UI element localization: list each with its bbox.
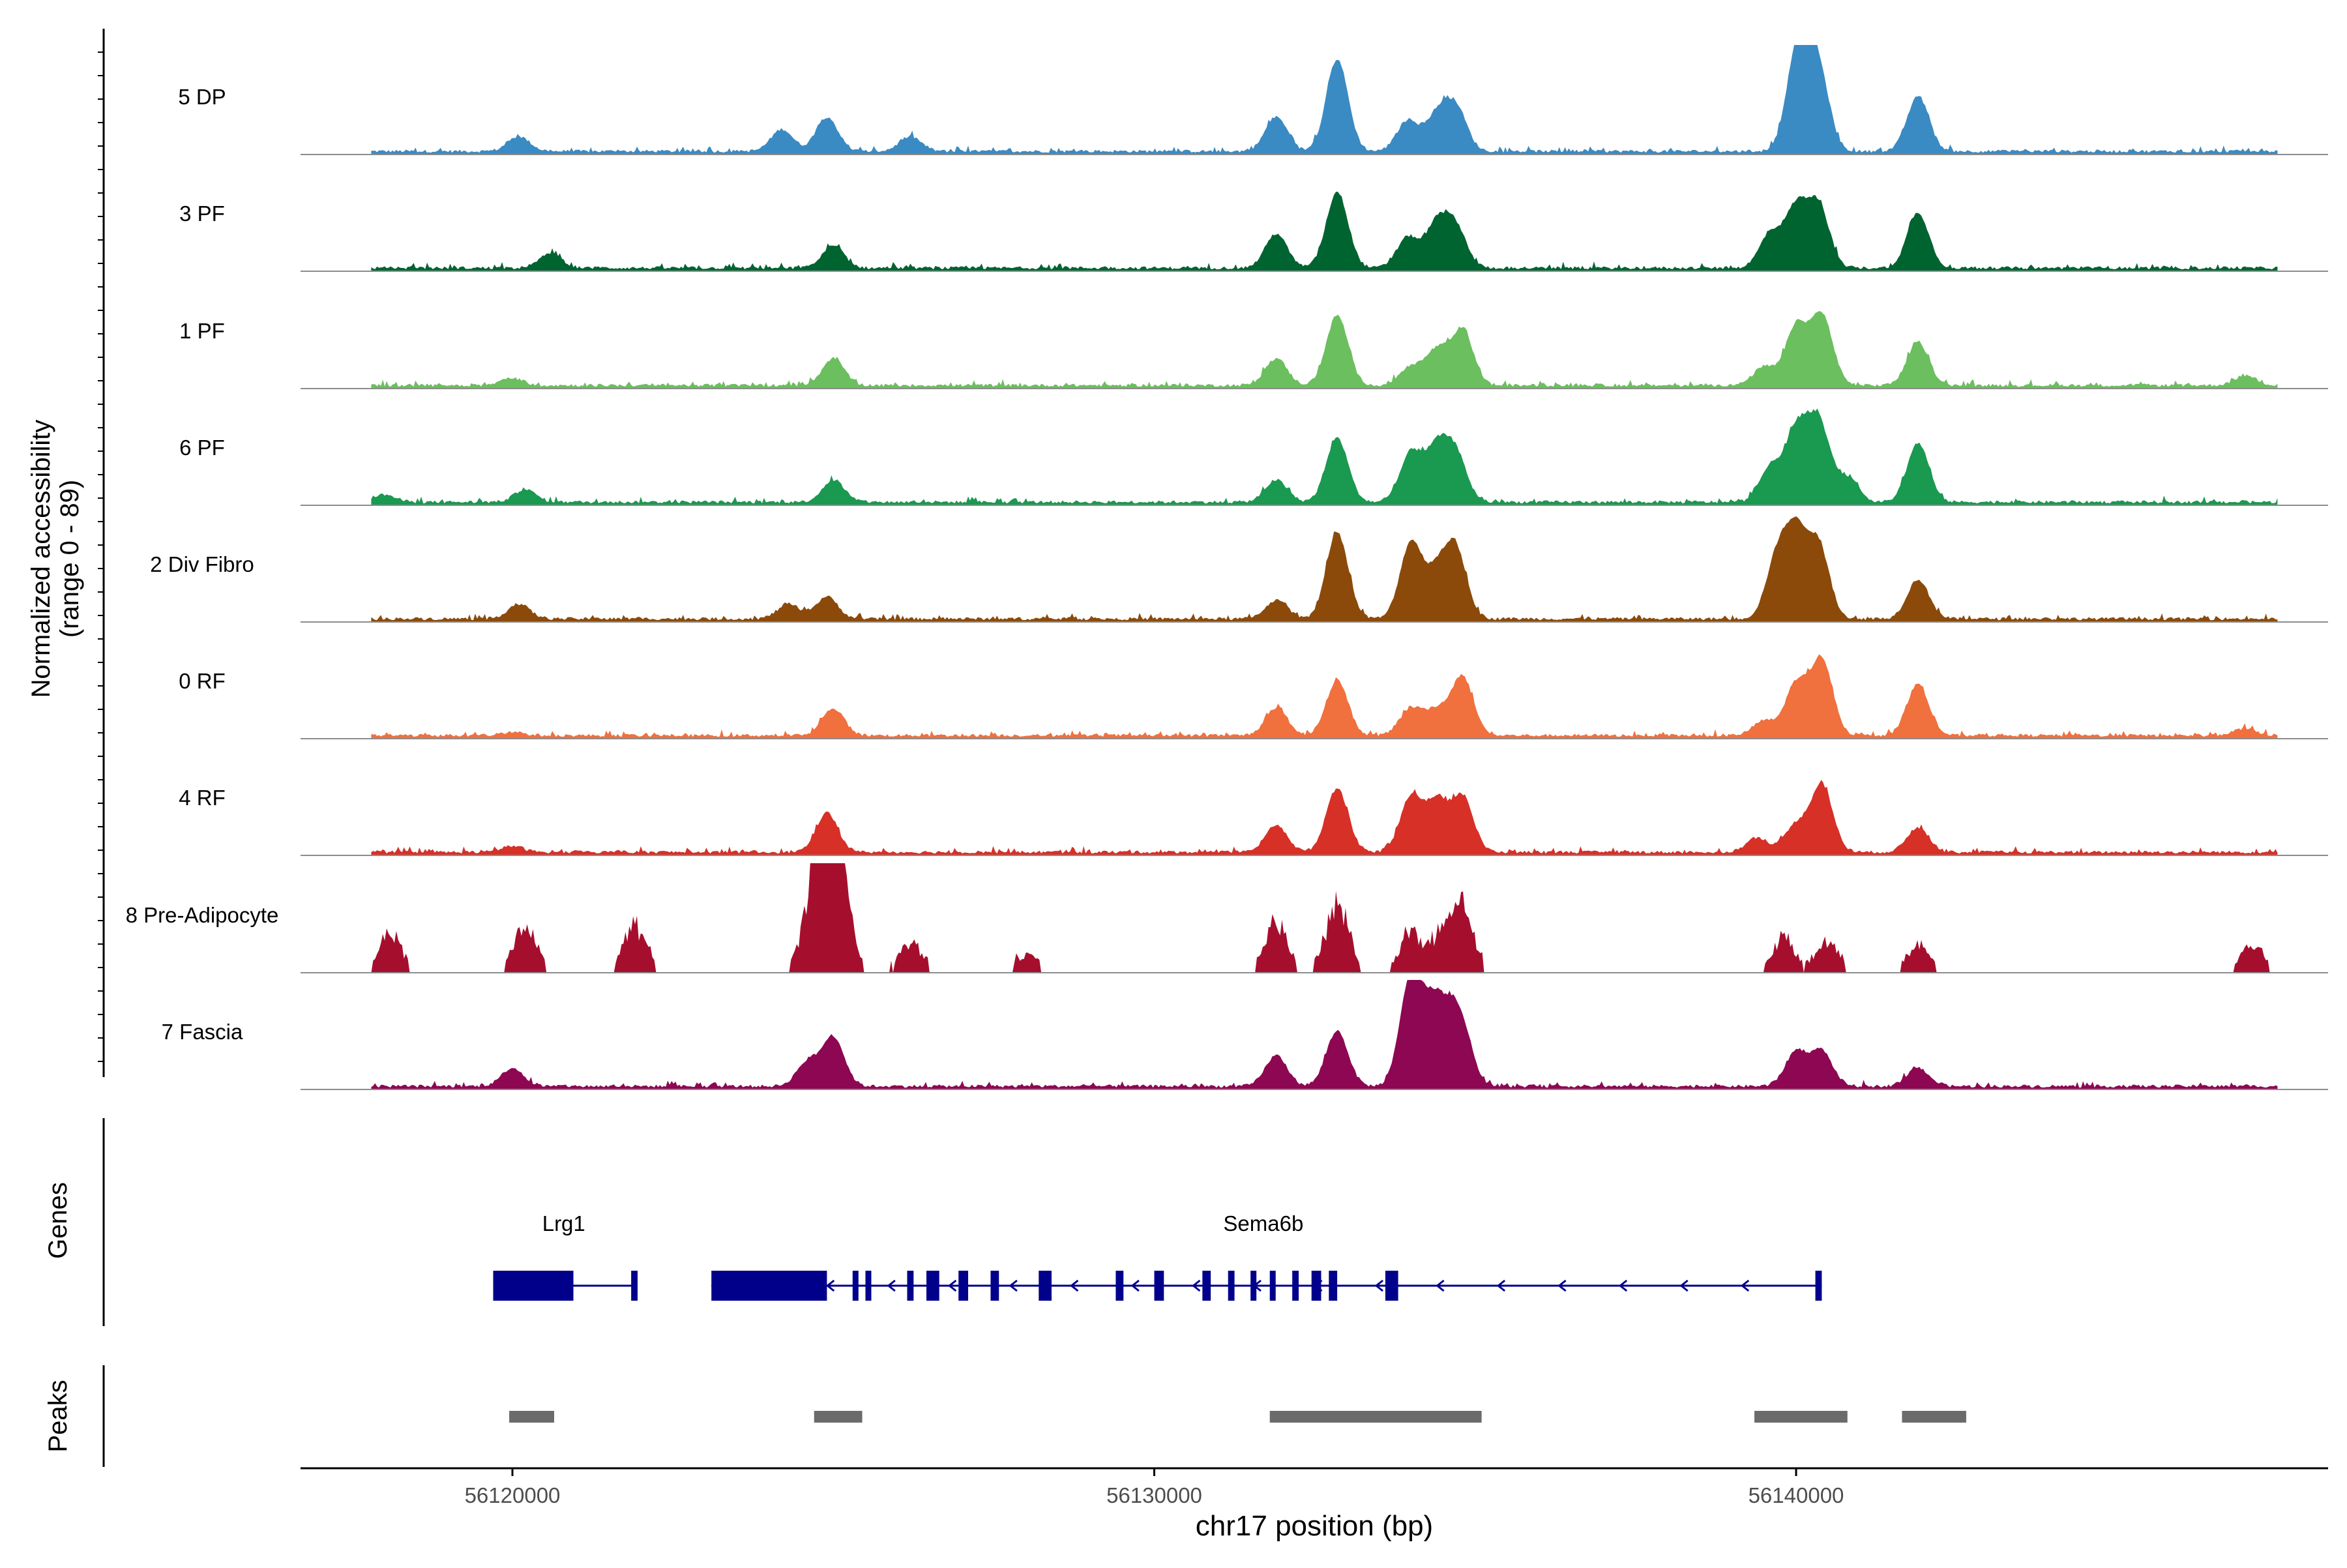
gene-exon [990,1271,999,1301]
strand-arrow [887,1279,896,1292]
genes-panel-label: Genes [44,1182,72,1259]
track-label: 5 DP [178,85,226,109]
gene-name-label: Sema6b [1223,1211,1303,1235]
track-label: 7 Fascia [162,1020,243,1044]
peak-bar [1902,1411,1966,1423]
gene-exon [1385,1271,1398,1301]
gene-exon [1269,1271,1276,1301]
strand-arrow [1740,1279,1750,1292]
coverage-area [371,780,2278,855]
gene-exon [1250,1271,1257,1301]
track-label: 8 Pre-Adipocyte [126,903,279,927]
x-axis-title: chr17 position (bp) [1196,1510,1433,1542]
peaks-panel-label: Peaks [44,1380,72,1452]
strand-arrow [1618,1279,1628,1292]
gene-exon [1292,1271,1299,1301]
strand-arrow [1557,1279,1567,1292]
track-label: 4 RF [179,786,226,810]
gene-exon [1202,1271,1211,1301]
strand-arrow [1374,1279,1384,1292]
y-axis-title-line2: (range 0 - 89) [55,480,84,638]
peak-bar [814,1411,863,1423]
gene-exon [493,1271,574,1301]
peak-bar [1754,1411,1848,1423]
strand-arrow [1436,1279,1445,1292]
peak-bar [1269,1411,1482,1423]
track-label: 0 RF [179,669,226,693]
strand-arrow [1009,1279,1018,1292]
track-label: 1 PF [179,319,225,343]
strand-arrow [947,1279,957,1292]
coverage-area [371,45,2278,155]
coverage-area [371,408,2278,505]
chart-layer: 5 DP 3 PF 1 PF 6 PF 2 Div Fibro 0 RF 4 RF 8 Pre… [98,29,2328,1507]
coverage-area [371,516,2278,622]
strand-arrow [1679,1279,1689,1292]
gene-exon [711,1271,827,1301]
gene-exon [1311,1271,1321,1301]
x-tick-label: 56140000 [1749,1483,1844,1507]
track-label: 6 PF [179,436,225,460]
gene-exon [1154,1271,1164,1301]
x-tick-label: 56120000 [465,1483,561,1507]
gene-exon [865,1271,872,1301]
gene-exon [631,1271,638,1301]
gene-exon [958,1271,968,1301]
track-label: 3 PF [179,201,225,226]
strand-arrow [1496,1279,1506,1292]
gene-name-label: Lrg1 [542,1211,585,1235]
coverage-area [371,311,2278,389]
strand-arrow [825,1279,835,1292]
x-tick-label: 56130000 [1106,1483,1202,1507]
strand-arrow [1192,1279,1201,1292]
gene-exon [1228,1271,1235,1301]
coverage-area [371,192,2278,271]
gene-exon [1115,1271,1124,1301]
peak-bar [509,1411,554,1423]
coverage-area [371,654,2278,739]
y-axis-title-line1: Normalized accessibility [27,420,55,698]
gene-exon [1329,1271,1338,1301]
coverage-area [371,863,2278,973]
gene-exon [926,1271,939,1301]
strand-arrow [1070,1279,1079,1292]
track-label: 2 Div Fibro [150,552,254,576]
gene-exon [852,1271,859,1301]
gene-exon [907,1271,914,1301]
gene-exon [1815,1271,1822,1301]
gene-exon [1039,1271,1052,1301]
strand-arrow [1130,1279,1140,1292]
coverage-area [371,980,2278,1089]
